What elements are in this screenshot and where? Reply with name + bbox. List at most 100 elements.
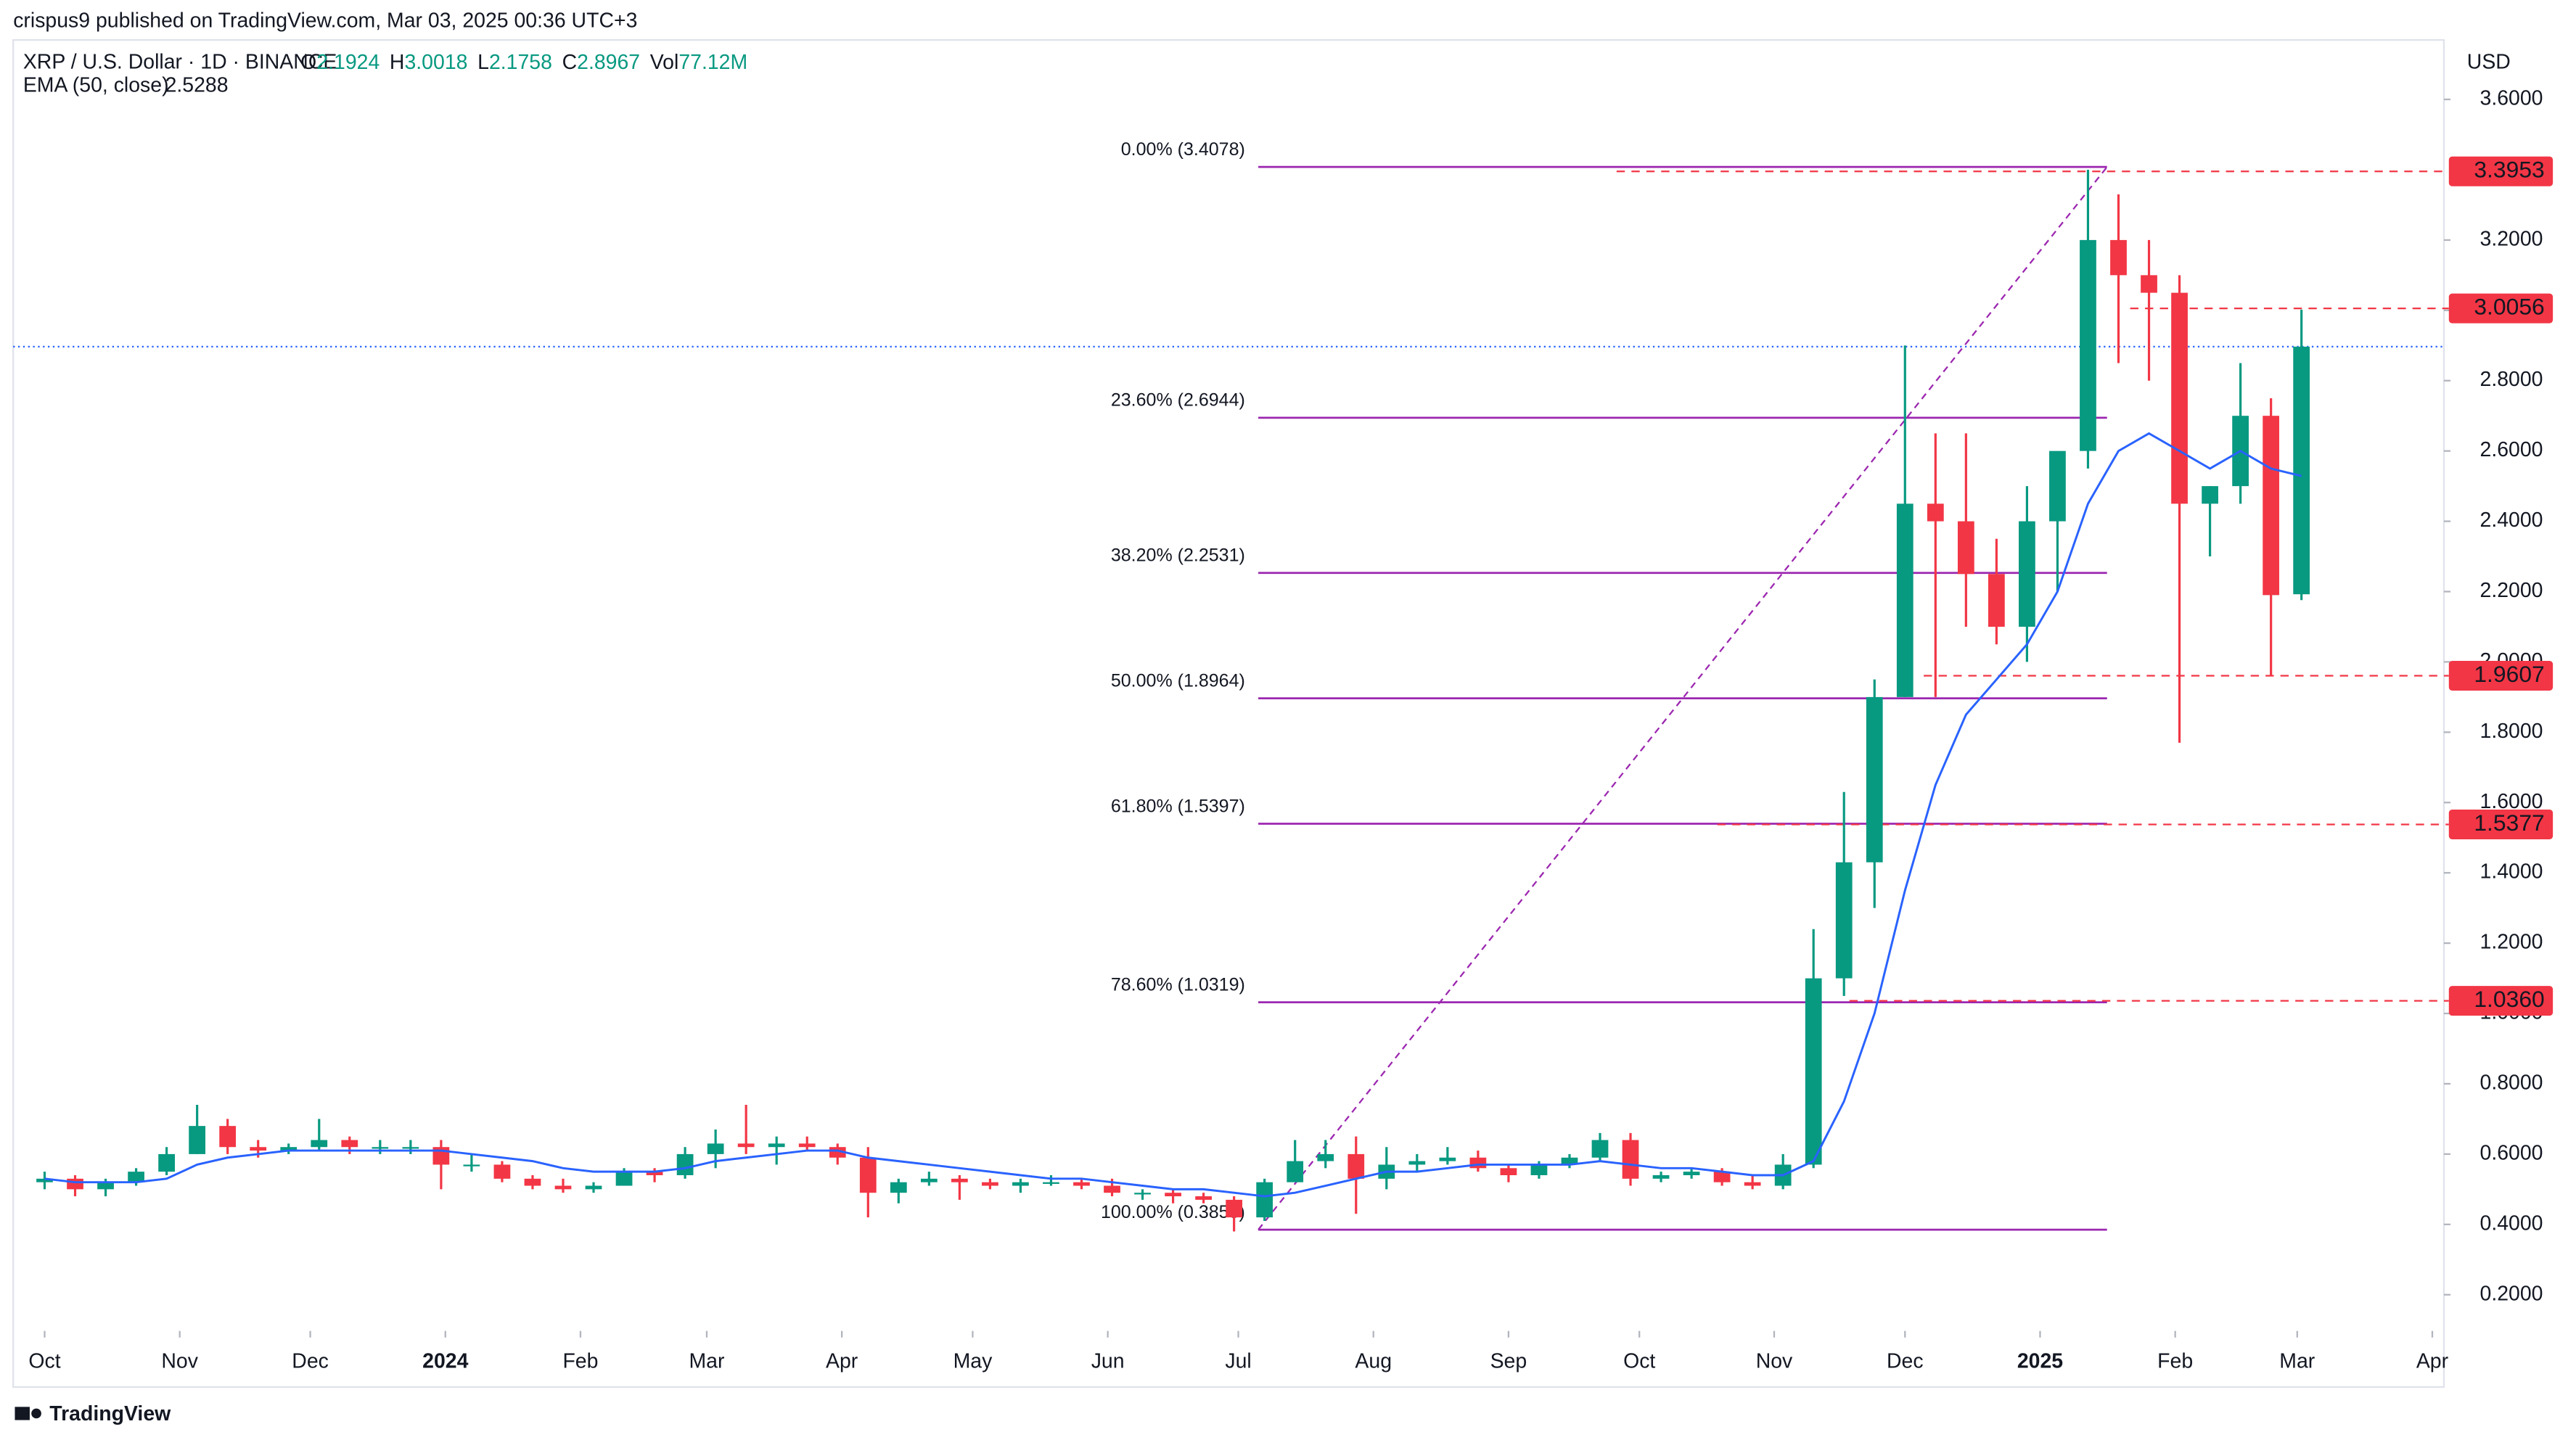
y-tick-label: 3.6000 (2480, 87, 2543, 110)
y-tick-label: 2.8000 (2480, 368, 2543, 391)
candle-body (737, 1143, 755, 1148)
candle-body (1866, 696, 1883, 863)
candle-body (1317, 1153, 1334, 1161)
candle-body (1835, 862, 1853, 979)
x-tick-label: Jun (1091, 1349, 1125, 1373)
candle-body (2202, 486, 2218, 504)
candle-body (707, 1143, 724, 1154)
y-tick-label: 1.2000 (2480, 931, 2543, 954)
y-tick-label: 1.6000 (2480, 790, 2543, 813)
candle-body (189, 1126, 206, 1154)
fib-label: 0.00% (3.4078) (1121, 139, 1245, 160)
ohlc-value: 2.1924 (316, 50, 380, 73)
price-marker-box (2448, 156, 2554, 186)
candle-body (1439, 1157, 1456, 1161)
ema-last: 2.5288 (165, 73, 229, 96)
fib-label: 50.00% (1.8964) (1111, 670, 1245, 691)
candle-body (951, 1178, 968, 1182)
ohlc-value: 2.1758 (489, 50, 552, 73)
ohlc-label: C (562, 50, 578, 73)
ohlc-label: O (300, 50, 316, 73)
fib-label: 78.60% (1.0319) (1111, 974, 1245, 995)
y-tick-label: 0.2000 (2480, 1282, 2543, 1305)
y-tick-label: 1.8000 (2480, 720, 2543, 743)
candle-body (676, 1153, 694, 1175)
price-marker-box (2448, 293, 2554, 324)
price-marker-box (2448, 986, 2554, 1016)
price-marker-label: 1.0360 (2474, 986, 2544, 1012)
x-tick-label: Oct (1623, 1349, 1655, 1373)
brand-logo (15, 1407, 41, 1420)
candle-body (1927, 503, 1944, 522)
candle-body (798, 1143, 816, 1148)
candle-body (1287, 1161, 1304, 1182)
x-tick-label: Mar (689, 1349, 724, 1373)
candle-body (2080, 239, 2096, 451)
candle-body (128, 1172, 144, 1182)
x-tick-label: 2024 (422, 1349, 468, 1373)
candle-body (2141, 275, 2157, 293)
candle-body (982, 1182, 998, 1186)
ema-line (44, 432, 2302, 1198)
x-tick-label: Nov (1756, 1349, 1793, 1373)
candle-body (250, 1147, 267, 1151)
fib-label: 61.80% (1.5397) (1111, 796, 1245, 816)
price-marker-box (2448, 809, 2554, 839)
symbol-title: XRP / U.S. Dollar · 1D · BINANCE (23, 50, 337, 73)
fib-label: 23.60% (2.6944) (1111, 390, 1245, 411)
candle-body (36, 1178, 53, 1182)
candle-body (493, 1164, 511, 1179)
candle-body (920, 1178, 938, 1182)
y-tick-label: 2.4000 (2480, 509, 2543, 532)
candle-body (1500, 1168, 1517, 1175)
candle-body (524, 1178, 541, 1186)
candle-body (1408, 1161, 1426, 1165)
candle-body (372, 1147, 389, 1149)
ohlc-value: 2.8967 (577, 50, 640, 73)
x-tick-label: Oct (28, 1349, 60, 1373)
candle-body (1805, 978, 1822, 1165)
price-marker-label: 3.3953 (2474, 157, 2544, 183)
candle-body (2049, 450, 2066, 522)
candle-body (1591, 1140, 1609, 1158)
price-marker-label: 1.9607 (2474, 661, 2544, 687)
x-tick-label: Feb (562, 1349, 598, 1373)
candle-body (97, 1182, 114, 1190)
x-tick-label: Dec (1887, 1349, 1924, 1373)
y-tick-label: 2.6000 (2480, 438, 2543, 461)
x-tick-label: Sep (1490, 1349, 1527, 1373)
candle-body (1896, 503, 1913, 697)
candle-body (341, 1140, 358, 1148)
candle-body (1957, 521, 1974, 575)
candle-body (1744, 1182, 1761, 1186)
y-tick-label: 3.2000 (2480, 227, 2543, 250)
candle-body (1195, 1196, 1212, 1200)
candle-body (158, 1153, 175, 1172)
ohlc-legend: O2.1924 H3.0018 L2.1758 C2.8967 Vol77.12M (300, 50, 747, 73)
x-tick-label: Jul (1225, 1349, 1251, 1373)
brand: TradingView (49, 1402, 171, 1425)
candle-body (1134, 1193, 1151, 1195)
candle-body (219, 1126, 237, 1148)
candle-body (1683, 1172, 1700, 1175)
candle-body (1165, 1193, 1181, 1197)
candle-body (311, 1140, 328, 1148)
candle-body (1713, 1172, 1731, 1182)
candle-body (1012, 1182, 1029, 1186)
candle-body (554, 1185, 572, 1190)
fib-label: 38.20% (2.2531) (1111, 546, 1245, 566)
candle-body (2293, 346, 2310, 595)
plot-frame (12, 38, 2445, 1388)
x-tick-label: Aug (1355, 1349, 1392, 1373)
candle-body (1073, 1182, 1090, 1186)
candle-body (615, 1172, 633, 1186)
price-marker-label: 1.5377 (2474, 810, 2544, 836)
candle-body (2263, 416, 2280, 596)
candle-body (1104, 1185, 1120, 1193)
candle-body (402, 1147, 419, 1149)
fib-label: 100.00% (0.3850) (1101, 1202, 1245, 1222)
y-tick-label: 1.4000 (2480, 860, 2543, 884)
candle-body (280, 1147, 298, 1151)
